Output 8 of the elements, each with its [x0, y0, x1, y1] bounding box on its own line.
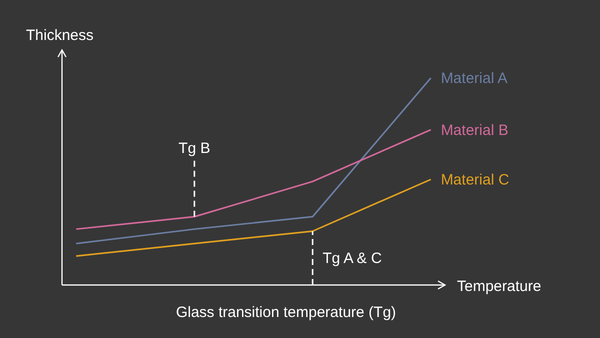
series-label: Material A: [440, 70, 508, 87]
x-axis-title: Temperature: [457, 278, 542, 295]
annotation: Tg B: [178, 140, 210, 157]
text: Glass transition temperature (Tg): [176, 304, 396, 321]
y-axis-title: Thickness: [26, 27, 94, 44]
series-label: Material B: [440, 122, 508, 139]
series-label: Material C: [440, 171, 510, 188]
annotation: Tg A & C: [322, 250, 382, 268]
